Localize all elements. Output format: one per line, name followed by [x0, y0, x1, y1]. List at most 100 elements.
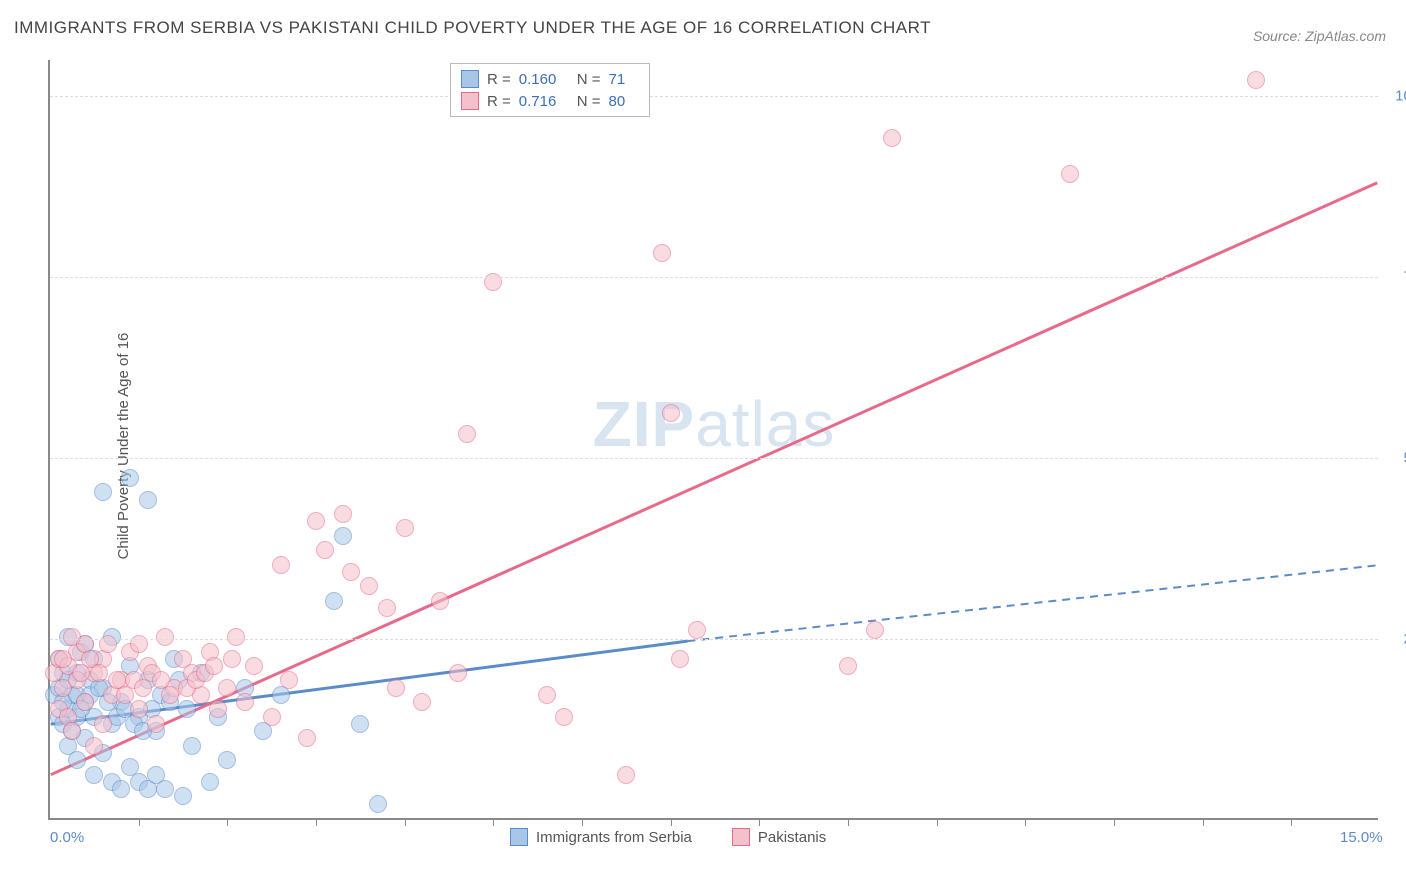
legend-swatch-icon	[461, 70, 479, 88]
data-point	[538, 686, 556, 704]
data-point	[174, 787, 192, 805]
x-tick-label: 15.0%	[1340, 829, 1383, 846]
data-point	[178, 700, 196, 718]
data-point	[130, 700, 148, 718]
legend-swatch-icon	[732, 828, 750, 846]
data-point	[201, 773, 219, 791]
x-tick-mark	[848, 818, 849, 826]
data-point	[484, 273, 502, 291]
y-tick-label: 50.0%	[1386, 450, 1406, 467]
data-point	[342, 563, 360, 581]
data-point	[218, 751, 236, 769]
legend-series-item: Immigrants from Serbia	[510, 828, 692, 846]
data-point	[413, 693, 431, 711]
x-tick-mark	[139, 818, 140, 826]
legend-r-label: R =	[487, 71, 511, 88]
data-point	[334, 505, 352, 523]
data-point	[139, 491, 157, 509]
legend-series-item: Pakistanis	[732, 828, 826, 846]
data-point	[121, 469, 139, 487]
legend-series-name: Immigrants from Serbia	[536, 829, 692, 846]
data-point	[617, 766, 635, 784]
data-point	[90, 664, 108, 682]
data-point	[156, 628, 174, 646]
x-tick-mark	[582, 818, 583, 826]
data-point	[280, 671, 298, 689]
x-tick-mark	[227, 818, 228, 826]
y-tick-label: 75.0%	[1386, 269, 1406, 286]
legend-n-value: 71	[609, 71, 639, 88]
data-point	[555, 708, 573, 726]
data-point	[218, 679, 236, 697]
x-tick-mark	[1203, 818, 1204, 826]
data-point	[112, 780, 130, 798]
data-point	[449, 664, 467, 682]
y-tick-label: 25.0%	[1386, 631, 1406, 648]
x-tick-mark	[493, 818, 494, 826]
data-point	[63, 628, 81, 646]
data-point	[205, 657, 223, 675]
gridline	[50, 639, 1378, 640]
data-point	[325, 592, 343, 610]
data-point	[183, 737, 201, 755]
legend-swatch-icon	[461, 92, 479, 110]
data-point	[307, 512, 325, 530]
data-point	[1247, 71, 1265, 89]
x-tick-mark	[671, 818, 672, 826]
source-attribution: Source: ZipAtlas.com	[1253, 28, 1386, 44]
source-label: Source:	[1253, 28, 1301, 44]
data-point	[147, 715, 165, 733]
data-point	[156, 780, 174, 798]
data-point	[272, 556, 290, 574]
x-tick-label: 0.0%	[50, 829, 84, 846]
data-point	[316, 541, 334, 559]
data-point	[99, 635, 117, 653]
source-value: ZipAtlas.com	[1305, 28, 1386, 44]
trend-line-dashed	[687, 565, 1377, 641]
legend-r-label: R =	[487, 93, 511, 110]
data-point	[76, 693, 94, 711]
data-point	[209, 700, 227, 718]
gridline	[50, 277, 1378, 278]
data-point	[130, 635, 148, 653]
legend-n-label: N =	[577, 93, 601, 110]
data-point	[653, 244, 671, 262]
data-point	[883, 129, 901, 147]
x-tick-mark	[1291, 818, 1292, 826]
data-point	[387, 679, 405, 697]
data-point	[298, 729, 316, 747]
data-point	[227, 628, 245, 646]
x-tick-mark	[316, 818, 317, 826]
data-point	[671, 650, 689, 668]
data-point	[360, 577, 378, 595]
data-point	[161, 686, 179, 704]
data-point	[866, 621, 884, 639]
data-point	[396, 519, 414, 537]
legend-row: R = 0.160 N = 71	[461, 68, 639, 90]
data-point	[458, 425, 476, 443]
data-point	[839, 657, 857, 675]
data-point	[369, 795, 387, 813]
data-point	[94, 483, 112, 501]
data-point	[223, 650, 241, 668]
series-legend: Immigrants from Serbia Pakistanis	[510, 828, 826, 846]
data-point	[94, 715, 112, 733]
x-tick-mark	[937, 818, 938, 826]
correlation-legend: R =0.160N =71R =0.716N =80	[450, 63, 650, 117]
data-point	[85, 737, 103, 755]
legend-swatch-icon	[510, 828, 528, 846]
data-point	[662, 404, 680, 422]
data-point	[68, 751, 86, 769]
gridline	[50, 96, 1378, 97]
x-tick-mark	[1114, 818, 1115, 826]
x-tick-mark	[759, 818, 760, 826]
data-point	[688, 621, 706, 639]
data-point	[351, 715, 369, 733]
legend-r-value: 0.160	[519, 71, 569, 88]
data-point	[236, 693, 254, 711]
x-tick-mark	[405, 818, 406, 826]
chart-title: IMMIGRANTS FROM SERBIA VS PAKISTANI CHIL…	[14, 18, 931, 38]
data-point	[63, 722, 81, 740]
data-point	[263, 708, 281, 726]
legend-n-label: N =	[577, 71, 601, 88]
